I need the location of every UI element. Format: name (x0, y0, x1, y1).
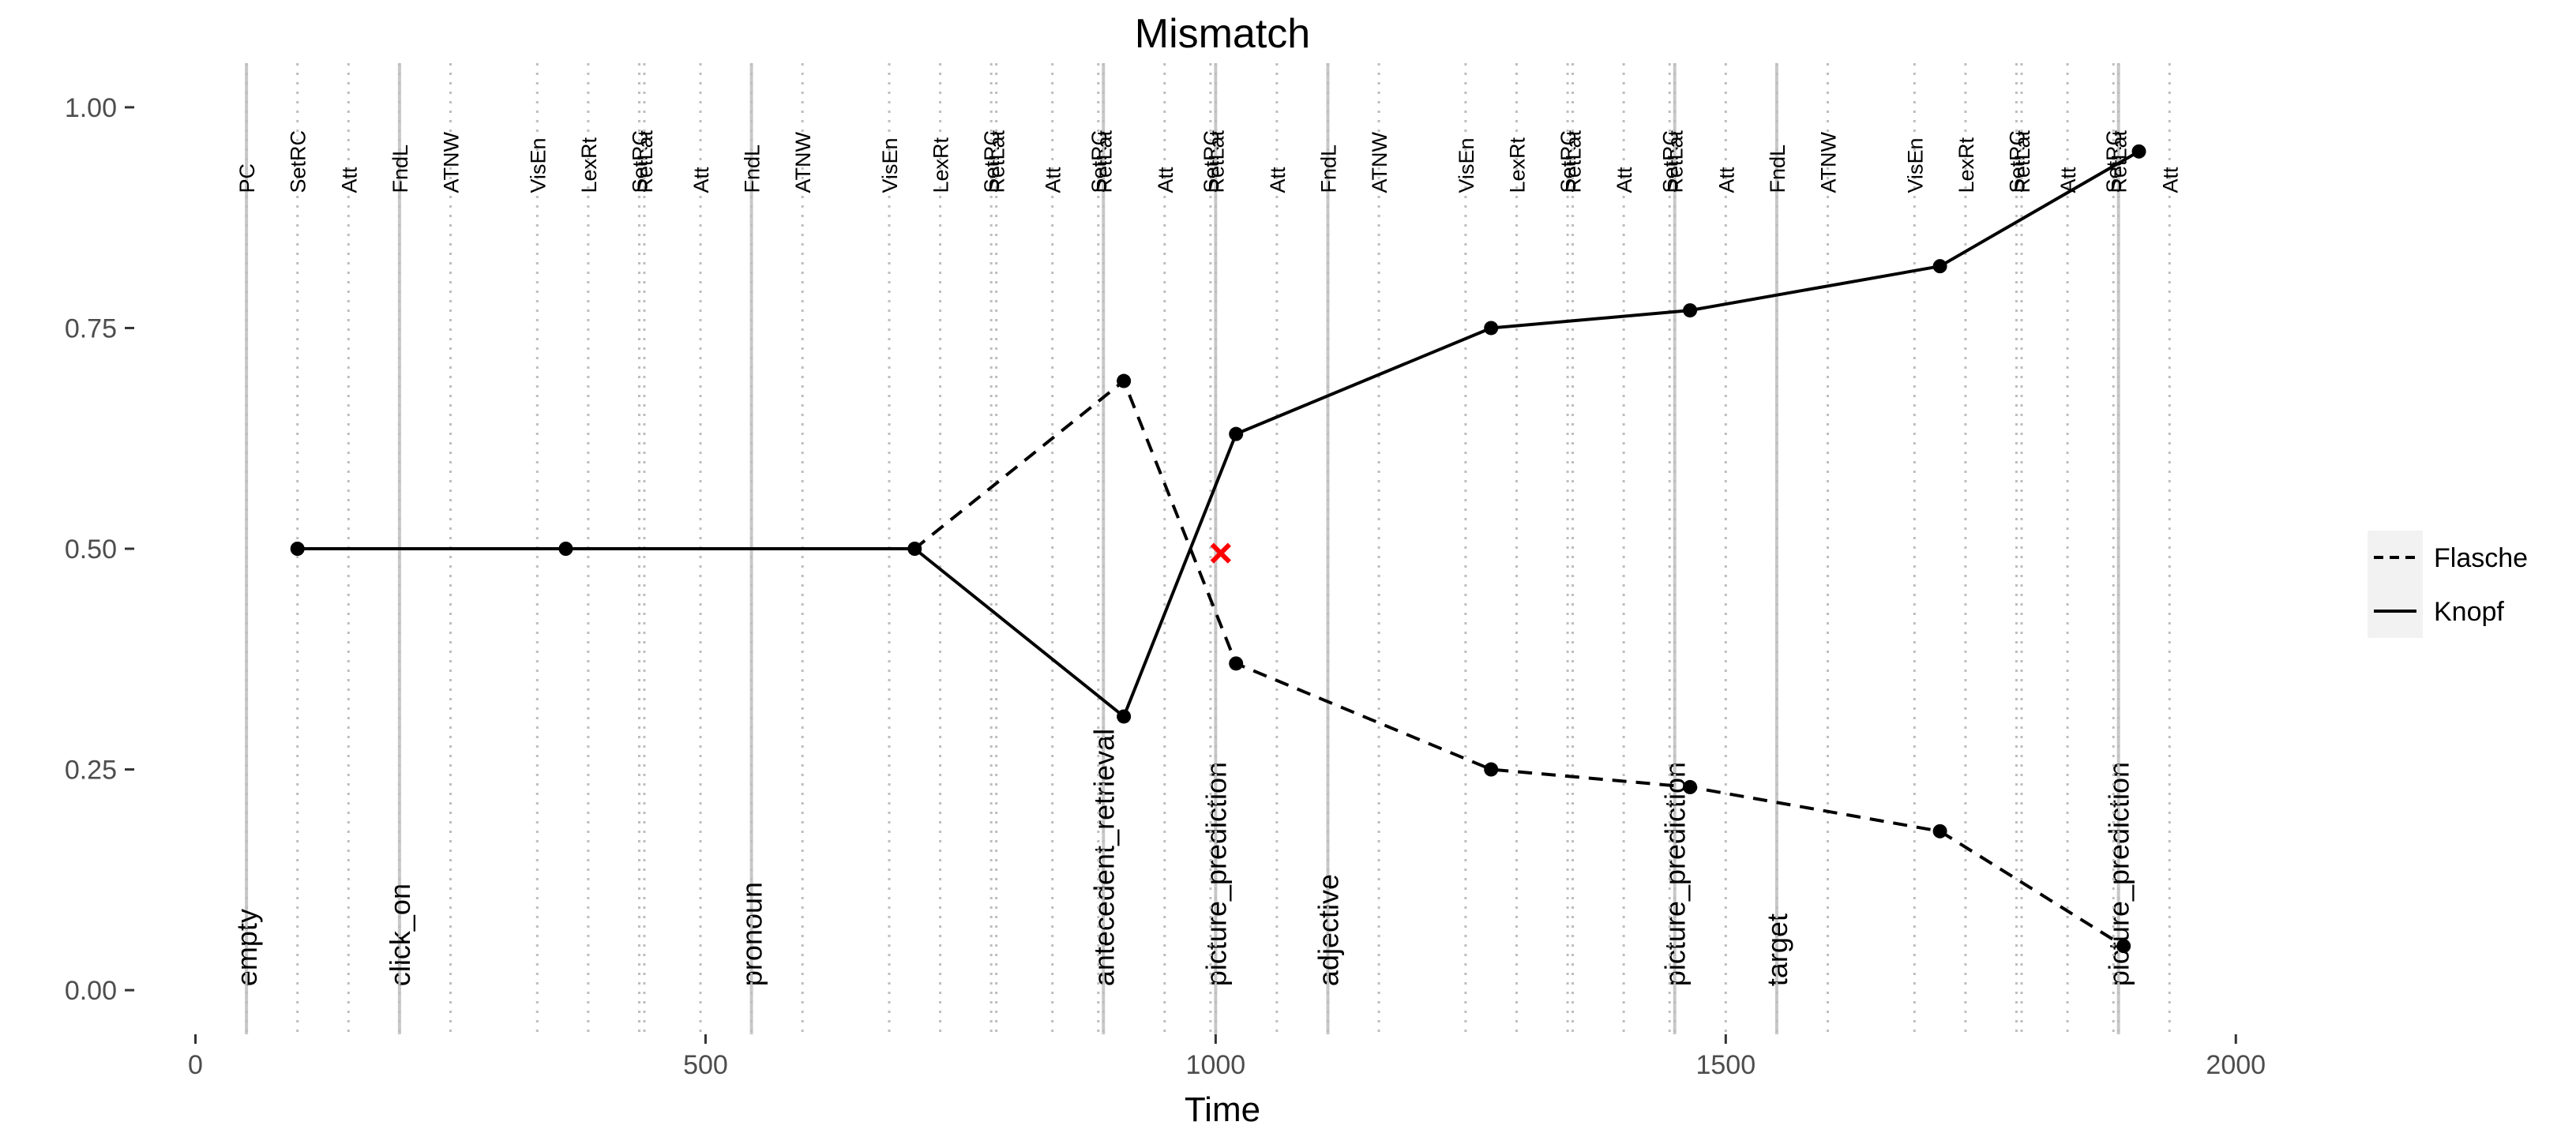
legend-label: Knopf (2434, 597, 2504, 627)
event-label: ATNW (791, 132, 815, 193)
event-label: RetLat (1204, 129, 1228, 193)
event-label: Att (1042, 167, 1065, 193)
event-label: LexRt (1955, 137, 1978, 193)
event-label: RetLat (986, 129, 1009, 193)
data-point (1484, 321, 1499, 336)
event-label: FndL (741, 144, 764, 193)
event-label: SetRC (1087, 130, 1111, 193)
x-marker-stroke (1210, 542, 1231, 564)
stage-label: picture_prediction (1200, 762, 1232, 986)
data-point (1229, 656, 1244, 671)
x-tick-label: 1500 (1695, 1050, 1756, 1080)
x-tick-label: 0 (188, 1050, 203, 1080)
event-label: SetRC (1556, 130, 1580, 193)
data-point (1683, 779, 1698, 794)
x-marker (1210, 542, 1231, 564)
event-label: LexRt (929, 137, 953, 193)
stage-label: picture_prediction (1659, 762, 1692, 986)
stage-label: antecedent_retrieval (1087, 729, 1120, 986)
data-point (1117, 709, 1132, 724)
y-tick-label: 0.00 (65, 976, 117, 1006)
event-label: ATNW (1368, 132, 1391, 193)
y-tick-label: 0.75 (65, 313, 117, 343)
legend-label: Flasche (2434, 543, 2528, 573)
data-point (558, 542, 573, 556)
x-tick-label: 2000 (2206, 1050, 2266, 1080)
event-label: FndL (1766, 144, 1789, 193)
event-label: SetRC (628, 130, 652, 193)
stage-label: adjective (1312, 874, 1344, 986)
event-label: RetLat (1562, 129, 1586, 193)
event-label: SetRC (287, 130, 310, 193)
event-label: Att (689, 167, 713, 193)
legend: Flasche Knopf (2368, 531, 2528, 638)
event-label: SetRC (1658, 130, 1682, 193)
event-label: SetRC (2005, 130, 2029, 193)
event-label: Att (337, 167, 361, 193)
data-point (1932, 823, 1947, 838)
x-axis-title: Time (1185, 1090, 1260, 1129)
series-line (297, 150, 2140, 718)
event-label: RetLat (633, 129, 657, 193)
event-label: RetLat (1664, 129, 1688, 193)
event-label: ATNW (439, 132, 463, 193)
x-tick-label: 1000 (1186, 1050, 1246, 1080)
data-points (290, 144, 2146, 954)
event-label: PC (235, 163, 259, 193)
data-point (290, 542, 305, 556)
event-label: LexRt (1505, 137, 1529, 193)
event-label: Att (1714, 167, 1738, 193)
x-axis: 0 500 1000 1500 2000 (188, 1034, 2266, 1080)
event-label: SetRC (980, 130, 1004, 193)
data-point (2116, 939, 2131, 954)
event-label: Att (1613, 167, 1636, 193)
data-point (1932, 259, 1947, 274)
data-point (1117, 373, 1132, 388)
event-label: VisEn (526, 137, 550, 193)
event-label: FndL (1316, 144, 1340, 193)
event-label: Att (1266, 167, 1290, 193)
event-label: VisEn (1903, 137, 1927, 193)
stage-label: target (1761, 914, 1793, 986)
data-point (1683, 303, 1698, 318)
y-tick-label: 1.00 (65, 93, 117, 123)
chart-title: Mismatch (1135, 11, 1310, 57)
x-tick-label: 500 (683, 1050, 728, 1080)
event-label: RetLat (1092, 129, 1116, 193)
event-label: ATNW (1816, 132, 1840, 193)
data-point (1229, 426, 1244, 441)
event-label: Att (2158, 167, 2182, 193)
event-label: Att (1154, 167, 1177, 193)
event-label: LexRt (577, 137, 601, 193)
y-axis: 0.00 0.25 0.50 0.75 1.00 (65, 93, 134, 1006)
event-label: SetRC (1200, 130, 1223, 193)
event-label: FndL (389, 144, 412, 193)
event-label: RetLat (2011, 129, 2034, 193)
marker (1210, 542, 1231, 564)
y-tick-label: 0.50 (65, 535, 117, 565)
data-point (907, 542, 922, 556)
event-label: VisEn (878, 137, 902, 193)
event-label: VisEn (1455, 137, 1478, 193)
stage-label: picture_prediction (2103, 762, 2135, 986)
y-tick-label: 0.25 (65, 756, 117, 786)
data-point (2131, 144, 2146, 159)
data-point (1484, 762, 1499, 777)
